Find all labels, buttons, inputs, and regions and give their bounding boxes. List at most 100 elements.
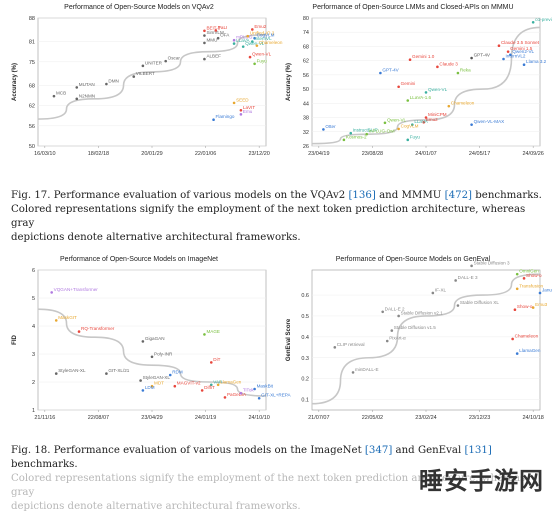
trend-curve [37, 34, 267, 120]
data-point [54, 372, 58, 375]
point-label: PaLI [218, 25, 227, 30]
trend-curve [37, 308, 267, 397]
x-tick-label: 24/09/26 [522, 151, 543, 157]
data-point [447, 104, 451, 108]
data-point [411, 123, 414, 126]
caption-text: Colored representations signify the empl… [11, 204, 526, 229]
point-label: mPLUG-Owl [369, 129, 395, 134]
point-label: Emu2 [254, 24, 266, 29]
caption-text: benchmarks. [472, 190, 542, 201]
citation-link[interactable]: [131] [464, 445, 492, 456]
trend-curve [311, 26, 541, 145]
data-point [454, 279, 457, 282]
point-label: MiniCPM [428, 112, 447, 117]
citation-link[interactable]: [472] [444, 190, 473, 201]
chart-imagenet: Performance of Open-Source Models on Ima… [8, 256, 291, 426]
point-label: Poly-INR [154, 351, 173, 356]
point-label: Stable Diffusion 3 [474, 260, 510, 265]
point-label: LDM [145, 385, 155, 390]
chart-imagenet-svg: 1 2 3 4 5 6 21/11/16 22/08/07 23/04/29 24/01/19 24… [12, 268, 291, 421]
citation-link[interactable]: [347] [364, 445, 393, 456]
y-tick-label: 56 [303, 73, 309, 79]
trend-curve [311, 273, 541, 405]
data-point [141, 389, 145, 392]
y-tick-label: 62 [303, 59, 309, 65]
data-point [406, 99, 410, 102]
point-label: Qwen-VL [245, 41, 265, 46]
point-label: MAGE [206, 329, 220, 334]
data-point [515, 287, 519, 291]
point-label: GigaGAN [145, 336, 165, 341]
data-point [216, 36, 220, 40]
data-point [470, 264, 473, 268]
point-label: minDALL-E [355, 367, 379, 372]
x-tick-label: 24/05/17 [469, 151, 490, 157]
y-tick-label: 62 [29, 104, 35, 110]
point-label: Chameleon [515, 333, 539, 338]
data-point [397, 314, 400, 318]
data-point [105, 82, 108, 86]
data-point [515, 352, 519, 355]
citation-link[interactable]: [136] [348, 190, 376, 201]
point-label: Fuyu [257, 58, 268, 63]
data-point [150, 384, 154, 388]
x-tick-label: 24/10/10 [248, 415, 269, 421]
y-tick-label: 56 [29, 124, 35, 130]
data-point [397, 85, 400, 89]
plot-frame [311, 17, 541, 147]
point-label: Stable Diffusion XL [460, 300, 499, 305]
data-point [502, 57, 505, 61]
x-tick-label: 21/11/16 [34, 415, 55, 421]
point-label: LLaVA [414, 119, 428, 124]
y-tick-label: 0.1 [301, 398, 309, 404]
x-tick-label: 23/04/19 [308, 151, 329, 157]
data-point [390, 329, 394, 332]
point-label: VILBERT [136, 71, 155, 76]
point-label: CogVLM [401, 123, 419, 128]
x-tick-label: 24/10/18 [522, 415, 543, 421]
point-label: InstructBLIP [353, 128, 378, 133]
point-label: RDM [172, 370, 183, 375]
point-label: OmniGen [519, 269, 539, 274]
caption-text: Colored representations signify the empl… [11, 473, 526, 498]
data-point [538, 291, 542, 295]
data-point [141, 64, 145, 68]
x-tick-label: 21/07/07 [308, 415, 329, 421]
x-tick-label: 23/02/24 [415, 415, 436, 421]
data-point [239, 113, 243, 116]
data-point [424, 116, 428, 119]
point-label: DALL-E 2 [385, 306, 405, 311]
point-label: LLaVA [236, 38, 250, 43]
point-label: StyleGAN-XL [58, 368, 86, 373]
chart-geneval: Performance of Open-Source Models on Gen… [282, 256, 552, 426]
point-label: LlamaGen [220, 379, 242, 384]
point-label: UNITER [145, 60, 163, 65]
point-label: CLIP retrieval [337, 342, 365, 347]
y-tick-label: 50 [303, 87, 309, 93]
point-label: Fuyu [410, 134, 421, 139]
data-point [164, 59, 167, 63]
point-label: Janus [542, 287, 552, 292]
point-label: MaskBit [257, 384, 274, 389]
point-label: Chameleon [451, 101, 475, 106]
point-label: VAR [213, 379, 223, 384]
point-label: SEED [236, 97, 249, 102]
data-point [470, 56, 473, 60]
data-point [239, 391, 243, 395]
caption-text: Fig. 18. Performance evaluation of vario… [11, 445, 365, 456]
caption-text: depictions denote alternative architectu… [11, 232, 301, 243]
y-tick-label: 26 [303, 144, 309, 150]
data-point [75, 86, 79, 89]
chart-vqav2-svg: 50 56 62 68 75 81 88 16/03/10 18/02/18 20/01/29 22… [12, 16, 283, 157]
point-label: Emu2 [426, 117, 438, 122]
y-tick-label: 38 [303, 116, 309, 122]
point-label: Qwen-VL [428, 87, 448, 92]
data-point [470, 123, 473, 126]
x-tick-label: 18/02/18 [88, 151, 109, 157]
point-label: GIT-XL/21 [108, 368, 129, 373]
point-label: Qwen-VL [387, 117, 407, 122]
data-point [397, 127, 400, 131]
data-point [385, 339, 389, 343]
y-tick-label: 6 [32, 268, 35, 274]
y-axis-label: Accuracy (%) [286, 63, 292, 101]
